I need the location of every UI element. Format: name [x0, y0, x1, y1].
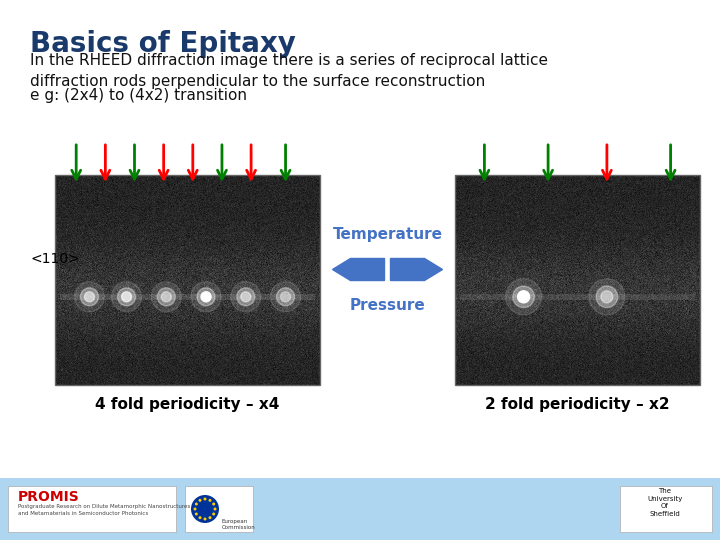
Circle shape [157, 288, 175, 306]
Bar [455, 175, 700, 385]
Bar [620, 486, 712, 532]
Circle shape [209, 516, 212, 519]
Bar [55, 175, 320, 385]
Circle shape [237, 288, 255, 306]
Circle shape [74, 282, 104, 312]
Circle shape [201, 292, 211, 302]
Bar [8, 486, 176, 532]
Circle shape [231, 282, 261, 312]
Text: Postgraduate Research on Dilute Metamorphic Nanostructures
and Metamaterials in : Postgraduate Research on Dilute Metamorp… [18, 504, 190, 516]
Circle shape [281, 292, 291, 302]
Text: 2 fold periodicity – x2: 2 fold periodicity – x2 [485, 397, 670, 412]
Circle shape [117, 288, 135, 306]
Circle shape [199, 516, 202, 519]
FancyArrow shape [390, 259, 443, 280]
Text: The
University
Of
Sheffield: The University Of Sheffield [647, 488, 683, 516]
Bar [185, 486, 253, 532]
Circle shape [601, 291, 613, 303]
Circle shape [518, 291, 530, 303]
Circle shape [199, 499, 202, 502]
Circle shape [122, 292, 132, 302]
Circle shape [81, 288, 99, 306]
Circle shape [204, 517, 207, 521]
Circle shape [212, 512, 215, 516]
Text: Basics of Epitaxy: Basics of Epitaxy [30, 30, 296, 58]
Circle shape [505, 279, 541, 315]
Circle shape [194, 508, 197, 510]
Circle shape [151, 282, 181, 312]
Circle shape [84, 292, 94, 302]
Circle shape [195, 503, 198, 505]
Text: European
Commission: European Commission [222, 519, 256, 530]
Text: In the RHEED diffraction image there is a series of reciprocal lattice
diffracti: In the RHEED diffraction image there is … [30, 53, 548, 89]
Circle shape [191, 495, 219, 523]
Circle shape [161, 292, 171, 302]
Circle shape [271, 282, 300, 312]
Circle shape [191, 282, 221, 312]
Circle shape [596, 286, 618, 308]
Circle shape [195, 512, 198, 516]
Circle shape [513, 286, 534, 308]
Bar [0, 478, 720, 540]
FancyArrow shape [333, 259, 384, 280]
Bar [460, 294, 695, 300]
Circle shape [197, 288, 215, 306]
Text: e g: (2x4) to (4x2) transition: e g: (2x4) to (4x2) transition [30, 88, 247, 103]
Circle shape [276, 288, 294, 306]
Circle shape [112, 282, 142, 312]
Circle shape [240, 292, 251, 302]
Circle shape [204, 497, 207, 501]
Circle shape [214, 508, 217, 510]
Text: PROMIS: PROMIS [18, 490, 80, 504]
Circle shape [209, 499, 212, 502]
Text: <110>: <110> [30, 252, 80, 266]
Text: Pressure: Pressure [350, 298, 426, 313]
Text: Temperature: Temperature [333, 226, 443, 241]
Text: 4 fold periodicity – x4: 4 fold periodicity – x4 [95, 397, 279, 412]
Circle shape [212, 503, 215, 505]
Circle shape [589, 279, 625, 315]
Bar [60, 294, 315, 300]
